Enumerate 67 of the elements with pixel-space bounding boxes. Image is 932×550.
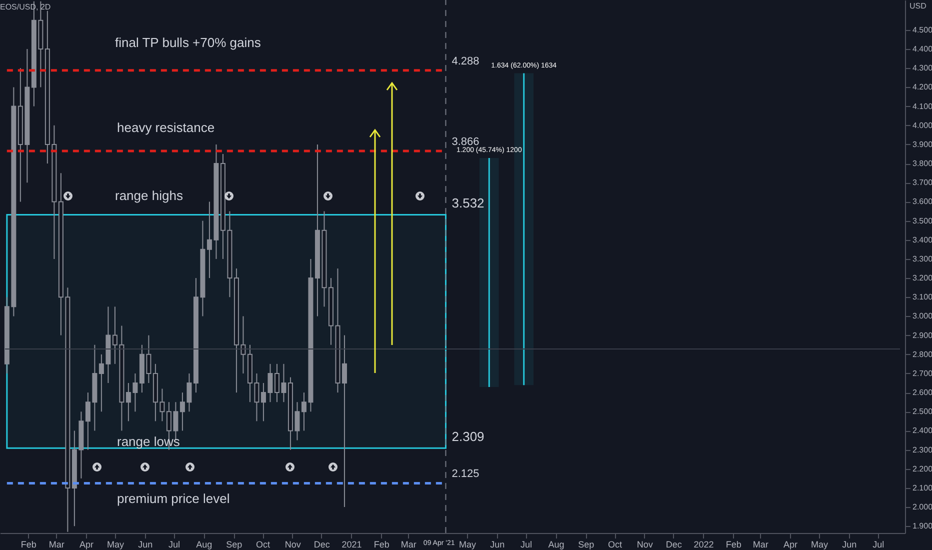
y-tick-label: 2.300 [912,445,932,454]
x-tick-label: Aug [548,540,564,550]
y-tick-label: 4.400 [912,44,932,54]
y-tick-label: 2.000 [912,502,932,512]
y-tick-label: 3.300 [912,254,932,264]
x-tick-label: Nov [636,540,654,550]
x-tick-label: 2022 [694,540,714,550]
x-tick-label: May [458,540,476,550]
x-tick-label: Apr [784,540,798,550]
x-tick-label: Jul [168,540,180,550]
annotation: 2.309 [452,429,484,444]
x-tick-label: Feb [726,540,742,550]
y-tick-label: 2.600 [912,388,932,398]
ref-line-label: 2.125 [452,468,480,480]
y-tick-label: 4.200 [912,82,932,92]
annotation: 3.532 [452,196,484,211]
annotation: premium price level [117,491,230,506]
annotation: heavy resistance [117,120,215,135]
x-tick-label: Jul [520,540,532,550]
x-tick-label: May [810,540,828,550]
x-tick-label: Mar [400,540,416,550]
y-tick-label: 3.700 [912,178,932,188]
x-tick-label: Sep [578,540,594,550]
x-tick-label: Jun [138,540,153,550]
x-tick-label: Dec [666,540,682,550]
y-tick-label: 2.800 [912,350,932,359]
y-tick-label: 4.300 [912,64,932,73]
y-tick-label: 2.500 [912,407,932,416]
y-tick-label: 2.900 [912,330,932,340]
y-tick-label: 3.100 [912,292,932,302]
candlestick [342,334,347,508]
y-tick-label: 2.100 [912,483,932,492]
ref-line-label: 4.288 [452,55,480,68]
x-tick-label: Aug [196,540,212,550]
y-tick-label: 3.800 [912,159,932,168]
y-tick-label: 3.400 [912,235,932,244]
y-axis-title: USD [910,2,927,10]
x-tick-label: Jul [872,540,884,550]
ref-line-label: 3.866 [452,136,480,148]
y-tick-label: 3.600 [912,197,932,206]
x-tick-label: Apr [80,540,94,550]
x-tick-label: Oct [608,540,623,550]
y-tick-label: 3.200 [912,274,932,283]
x-tick-label: May [106,540,124,550]
x-tick-label: Mar [48,540,64,550]
y-tick-label: 4.100 [912,102,932,111]
x-tick-label: Jun [842,540,857,550]
x-tick-label: Oct [256,540,270,550]
y-tick-label: 3.900 [912,140,932,149]
y-tick-label: 2.700 [912,368,932,378]
x-tick-label: Feb [374,540,390,550]
annotation: final TP bulls +70% gains [115,35,262,50]
x-tick-label: Feb [20,540,36,550]
x-tick-label: Nov [284,540,302,550]
x-tick-label: Dec [314,540,330,550]
y-tick-label: 4.000 [912,120,932,130]
x-tick-label: Sep [226,540,242,550]
y-tick-label: 3.000 [912,312,932,321]
y-tick-label: 2.200 [912,464,932,474]
y-tick-label: 4.500 [912,25,932,34]
x-tick-label: Jun [490,540,505,550]
x-tick-label: Mar [752,540,768,550]
x-tick-label: 2021 [342,540,362,550]
annotation: range highs [115,188,184,203]
y-tick-label: 3.500 [912,216,932,226]
y-tick-label: 2.400 [912,426,932,436]
y-tick-label: 1.900 [912,522,932,531]
